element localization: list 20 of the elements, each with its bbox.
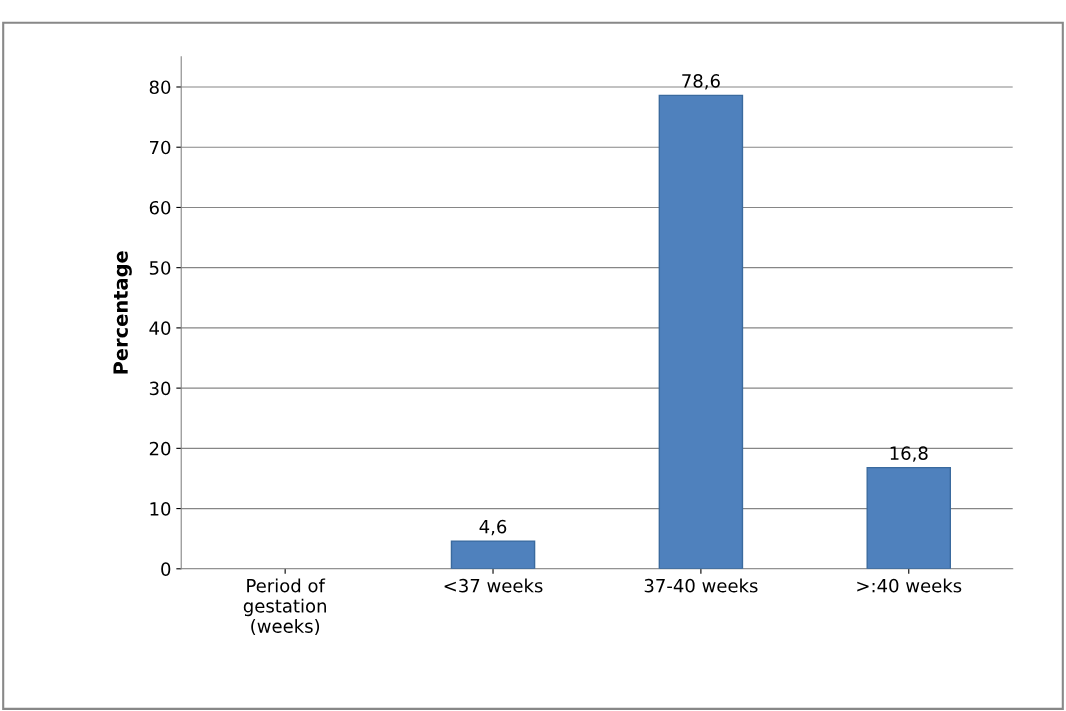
bar [450, 540, 536, 569]
y-tick-label: 40 [149, 321, 171, 336]
y-tick-label: 20 [149, 441, 171, 456]
y-tick-label: 50 [149, 261, 171, 275]
data-label: 16,8 [890, 446, 928, 462]
y-tick-label: 10 [150, 502, 171, 516]
x-tick-label: >:40 weeks [857, 578, 962, 593]
y-tick-label: 0 [161, 562, 171, 576]
y-tick-label: 70 [150, 140, 171, 155]
x-tick-label: Period of gestation (weeks) [243, 578, 326, 636]
data-label: 4,6 [479, 519, 507, 536]
y-tick-label: 60 [149, 200, 171, 215]
y-tick-label: 30 [149, 381, 171, 396]
x-tick-label: 37-40 weeks [644, 578, 758, 593]
bar [866, 466, 952, 569]
y-axis-title: Percentage [113, 251, 132, 374]
y-tick-label: 80 [149, 80, 171, 95]
data-label: 78,6 [682, 74, 720, 90]
bar [658, 94, 744, 569]
x-tick-label: <37 weeks [444, 578, 543, 593]
